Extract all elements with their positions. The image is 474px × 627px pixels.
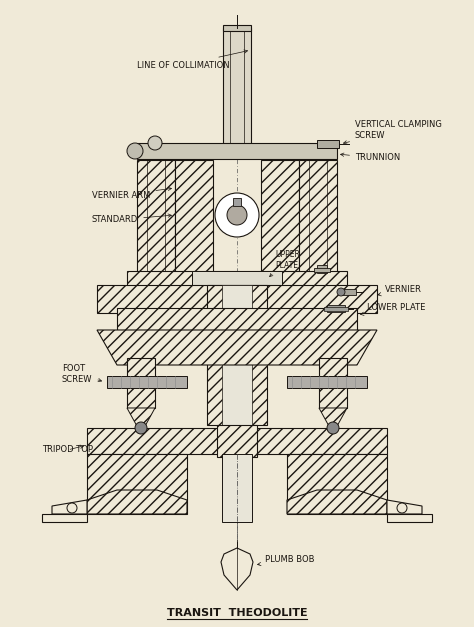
Bar <box>137 160 175 275</box>
Bar <box>342 289 356 295</box>
Polygon shape <box>319 408 347 428</box>
Bar <box>287 376 367 388</box>
Circle shape <box>127 143 143 159</box>
Text: TRUNNION: TRUNNION <box>340 153 400 162</box>
Circle shape <box>327 422 339 434</box>
Polygon shape <box>97 330 377 365</box>
Bar <box>175 160 213 275</box>
Bar <box>107 376 187 388</box>
Bar <box>127 271 347 287</box>
Bar <box>207 285 267 425</box>
Bar <box>192 271 282 287</box>
Bar <box>87 428 387 454</box>
Bar <box>223 25 251 31</box>
Bar <box>327 305 345 312</box>
Text: STANDARD: STANDARD <box>92 214 172 224</box>
Polygon shape <box>42 514 87 522</box>
Circle shape <box>397 503 407 513</box>
Bar <box>87 454 187 514</box>
Circle shape <box>215 193 259 237</box>
Text: VERTICAL CLAMPING
SCREW: VERTICAL CLAMPING SCREW <box>344 120 442 144</box>
Circle shape <box>135 422 147 434</box>
Text: VERNIER ARM: VERNIER ARM <box>92 187 172 199</box>
Bar <box>287 454 387 514</box>
Bar <box>117 308 357 330</box>
Text: PLUMB BOB: PLUMB BOB <box>257 556 315 566</box>
Bar <box>127 358 155 408</box>
Bar <box>223 28 251 146</box>
Circle shape <box>337 288 345 296</box>
Text: TRIPOD TOP: TRIPOD TOP <box>42 445 93 455</box>
Text: TRANSIT  THEODOLITE: TRANSIT THEODOLITE <box>167 608 307 618</box>
Text: UPPER
PLATE: UPPER PLATE <box>270 250 300 277</box>
Polygon shape <box>387 500 422 514</box>
Polygon shape <box>221 548 253 590</box>
Bar <box>324 307 348 311</box>
Polygon shape <box>87 490 187 514</box>
Bar <box>97 285 377 313</box>
Polygon shape <box>387 514 432 522</box>
Circle shape <box>148 136 162 150</box>
Bar <box>222 285 252 425</box>
Bar <box>217 425 257 457</box>
Bar <box>299 160 337 275</box>
Text: FOOT
SCREW: FOOT SCREW <box>62 364 101 384</box>
Bar <box>233 198 241 206</box>
Bar <box>261 160 299 275</box>
Polygon shape <box>52 500 87 514</box>
Circle shape <box>67 503 77 513</box>
Polygon shape <box>127 408 155 428</box>
Bar <box>317 265 327 273</box>
Bar <box>222 454 252 522</box>
Bar <box>317 140 339 148</box>
Bar <box>137 143 337 159</box>
Circle shape <box>227 205 247 225</box>
Text: LOWER PLATE: LOWER PLATE <box>361 303 425 315</box>
Bar <box>319 358 347 408</box>
Bar <box>314 268 330 272</box>
Text: LINE OF COLLIMATION: LINE OF COLLIMATION <box>137 50 247 70</box>
Text: VERNIER: VERNIER <box>378 285 422 296</box>
Polygon shape <box>287 490 387 514</box>
